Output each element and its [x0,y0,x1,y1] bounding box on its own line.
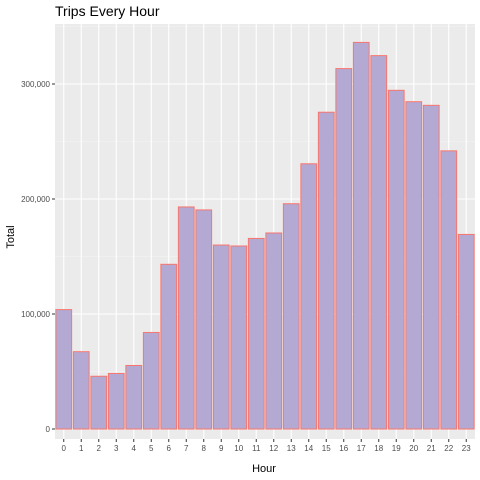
x-tick-label: 2 [97,444,102,453]
y-axis: 0 100,000 200,000 300,000 [21,80,55,434]
x-tick-label: 19 [392,444,401,453]
bar-hour-0 [55,309,73,430]
bar-hour-22 [440,150,458,430]
bar-hour-5 [142,331,160,430]
bar-hour-20 [405,101,423,430]
x-tick-label: 16 [339,444,348,453]
x-tick-label: 8 [202,444,207,453]
bar-hour-1 [72,351,90,430]
bar-hour-16 [335,68,353,430]
bar-hour-6 [160,263,178,430]
bar-hour-10 [230,245,248,430]
x-tick-label: 4 [132,444,137,453]
x-tick-label: 18 [374,444,383,453]
y-tick-label: 300,000 [21,80,50,89]
y-tick-label: 100,000 [21,310,50,319]
x-tick-label: 5 [149,444,154,453]
bar-hour-21 [422,104,440,430]
x-tick-label: 6 [167,444,172,453]
bar-hour-9 [212,244,230,430]
bar-hour-19 [387,89,405,430]
x-axis: 0 1 2 3 4 5 6 7 8 9 10 11 12 13 14 15 16 17 18 19 20 21 22 23 [62,439,471,453]
x-tick-label: 3 [114,444,119,453]
bar-hour-4 [125,364,143,430]
x-tick-label: 10 [234,444,243,453]
bar-hour-8 [195,209,213,430]
x-tick-label: 13 [287,444,296,453]
bar-hour-13 [282,203,300,430]
bar-hour-12 [265,232,283,430]
x-tick-label: 20 [409,444,418,453]
x-tick-label: 9 [219,444,224,453]
y-axis-title: Total [5,225,17,248]
bars [55,41,475,430]
x-tick-label: 14 [304,444,313,453]
x-tick-label: 7 [184,444,189,453]
bar-hour-17 [352,41,370,430]
x-tick-label: 1 [79,444,84,453]
x-tick-label: 12 [269,444,278,453]
bar-hour-18 [370,55,388,430]
y-tick-label: 200,000 [21,195,50,204]
x-axis-title: Hour [252,463,276,475]
y-tick-label: 0 [46,425,51,434]
x-tick-label: 11 [252,444,261,453]
bar-hour-15 [317,111,335,430]
x-tick-label: 23 [462,444,471,453]
bar-hour-14 [300,163,318,430]
x-tick-label: 21 [427,444,436,453]
x-tick-label: 22 [444,444,453,453]
bar-hour-11 [247,237,265,430]
bar-hour-2 [90,375,108,430]
chart-title: Trips Every Hour [55,3,160,19]
x-tick-label: 0 [62,444,67,453]
bar-hour-7 [177,206,195,430]
bar-hour-3 [107,372,125,430]
plot-panel [55,24,475,439]
bar-hour-23 [457,233,475,430]
x-tick-label: 17 [357,444,366,453]
x-tick-label: 15 [322,444,331,453]
